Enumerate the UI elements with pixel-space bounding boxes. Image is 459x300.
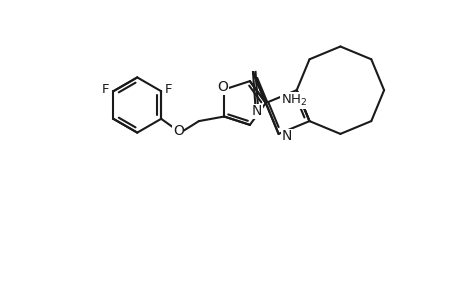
Text: N: N xyxy=(281,129,291,143)
Text: F: F xyxy=(101,83,109,96)
Text: NH$_2$: NH$_2$ xyxy=(280,93,306,108)
Text: N: N xyxy=(251,104,261,118)
Text: O: O xyxy=(217,80,228,94)
Text: F: F xyxy=(164,83,172,96)
Text: O: O xyxy=(173,124,183,138)
